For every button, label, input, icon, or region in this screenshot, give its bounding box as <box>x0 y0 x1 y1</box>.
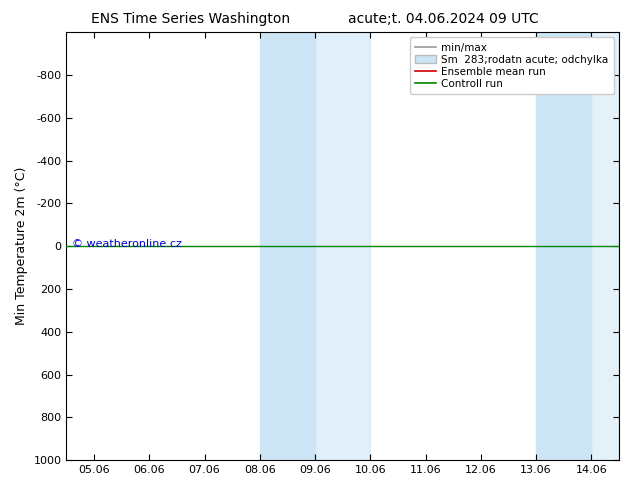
Text: © weatheronline.cz: © weatheronline.cz <box>72 239 182 249</box>
Text: acute;t. 04.06.2024 09 UTC: acute;t. 04.06.2024 09 UTC <box>349 12 539 26</box>
Bar <box>536 32 592 460</box>
Text: ENS Time Series Washington: ENS Time Series Washington <box>91 12 290 26</box>
Bar <box>260 32 315 460</box>
Bar <box>315 32 370 460</box>
Y-axis label: Min Temperature 2m (°C): Min Temperature 2m (°C) <box>15 167 28 325</box>
Bar <box>592 32 619 460</box>
Legend: min/max, Sm  283;rodatn acute; odchylka, Ensemble mean run, Controll run: min/max, Sm 283;rodatn acute; odchylka, … <box>410 37 614 94</box>
